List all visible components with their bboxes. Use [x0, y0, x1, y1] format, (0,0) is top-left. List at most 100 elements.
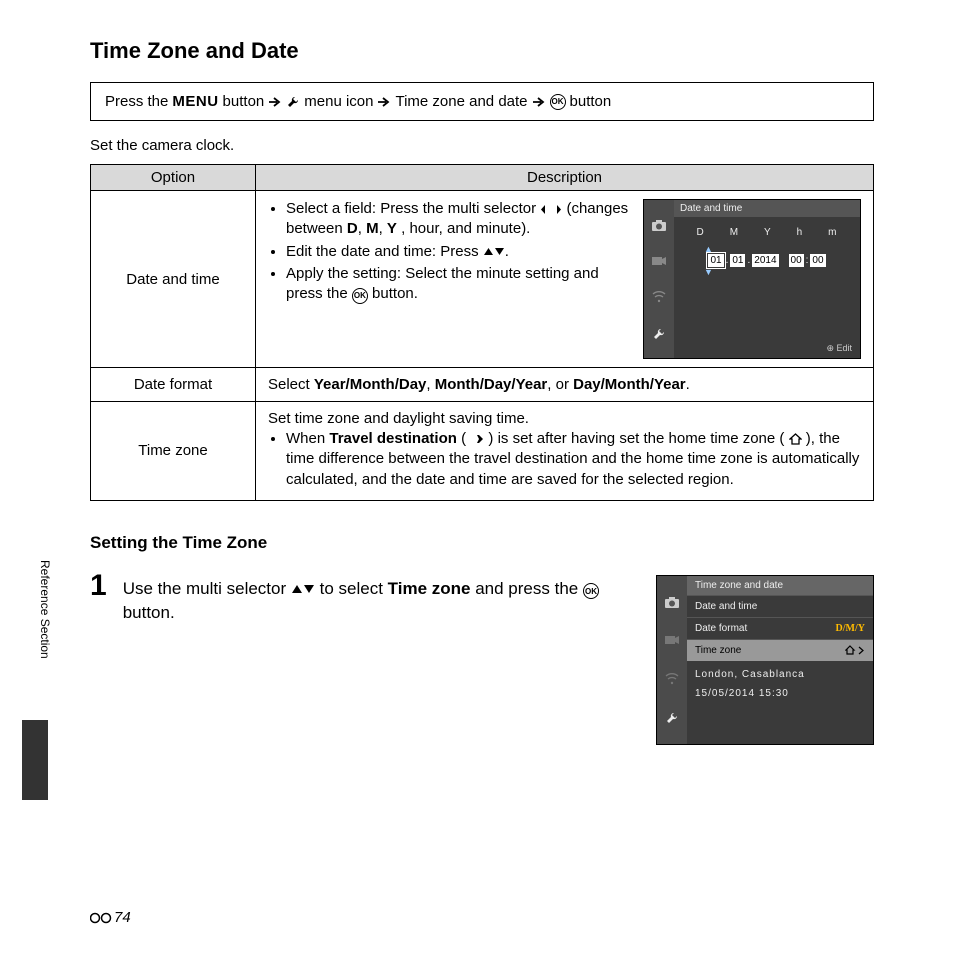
lcd-datetime: 15/05/2014 15:30	[687, 682, 873, 707]
col-option: Option	[91, 165, 256, 191]
text: .	[505, 243, 509, 260]
text: button.	[123, 603, 175, 622]
text: to select	[320, 579, 388, 598]
text: button.	[372, 285, 418, 302]
option-name: Date format	[91, 368, 256, 402]
lcd-location: London, Casablanca	[687, 661, 873, 682]
text: Set time zone and daylight saving time.	[268, 410, 861, 427]
lcd-label: M	[730, 227, 739, 238]
table-row: Date format Select Year/Month/Day, Month…	[91, 368, 874, 402]
arrow-right-icon	[268, 96, 282, 108]
wrench-icon	[652, 327, 666, 341]
lcd-val: 01	[708, 254, 723, 267]
camera-icon	[664, 595, 680, 609]
option-name: Date and time	[91, 191, 256, 368]
wifi-icon	[664, 672, 680, 686]
home-icon	[789, 433, 802, 445]
table-row: Time zone Set time zone and daylight sav…	[91, 402, 874, 501]
text: Date and time	[695, 601, 757, 612]
ok-button-icon: OK	[352, 288, 368, 304]
menu-value: D/M/Y	[836, 623, 865, 634]
page-footer: 74	[90, 909, 131, 926]
breadcrumb-text: menu icon	[304, 93, 373, 110]
left-right-icon	[540, 204, 562, 215]
page-title: Time Zone and Date	[90, 38, 874, 64]
up-down-icon	[483, 246, 505, 257]
menu-item-selected: Time zone	[687, 639, 873, 661]
lcd-label: m	[828, 227, 837, 238]
camera-icon	[651, 218, 667, 232]
text: .	[686, 376, 690, 393]
breadcrumb-prefix: Press the	[105, 93, 168, 110]
lcd-label: h	[797, 227, 804, 238]
lcd-timezone-menu: Time zone and date Date and time Date fo…	[656, 575, 874, 745]
step-1: 1 Use the multi selector to select Time …	[90, 571, 874, 745]
text: Day/Month/Year	[573, 376, 686, 393]
list-item: When Travel destination ( ) is set after…	[286, 429, 861, 490]
menu-item: Date and time	[687, 595, 873, 617]
text: Date format	[695, 623, 747, 634]
breadcrumb-text: button	[223, 93, 265, 110]
intro-text: Set the camera clock.	[90, 137, 874, 154]
text: When	[286, 430, 329, 447]
text: Use the multi selector	[123, 579, 291, 598]
wifi-icon	[651, 290, 667, 304]
lcd-label: D	[696, 227, 704, 238]
video-icon	[664, 634, 680, 646]
text: Edit the date and time: Press	[286, 243, 483, 260]
lcd-val: 00	[810, 254, 825, 267]
down-arrow-icon: ▼	[684, 267, 850, 277]
menu-button-label: MENU	[172, 93, 218, 110]
menu-item: Date format D/M/Y	[687, 617, 873, 639]
text: Time zone	[695, 645, 741, 656]
text: Year/Month/Day	[314, 376, 427, 393]
breadcrumb-item: Time zone and date	[395, 93, 527, 110]
text: , or	[547, 376, 573, 393]
up-arrow-icon: ▲	[684, 244, 850, 254]
list-item: Apply the setting: Select the minute set…	[286, 264, 629, 305]
text: ,	[379, 220, 387, 237]
wrench-icon	[286, 95, 300, 109]
side-tab	[22, 720, 48, 800]
table-row: Date and time Select a field: Press the …	[91, 191, 874, 368]
lcd-title: Time zone and date	[687, 576, 873, 595]
option-desc: Set time zone and daylight saving time. …	[256, 402, 874, 501]
lcd-val: 00	[789, 254, 804, 267]
lcd-val: 01	[730, 254, 745, 267]
lcd-val: 2014	[752, 254, 778, 267]
text: D	[347, 220, 358, 237]
lcd-edit: ⊕ Edit	[826, 343, 852, 354]
col-description: Description	[256, 165, 874, 191]
step-number: 1	[90, 571, 107, 601]
text: Apply the setting: Select the minute set…	[286, 265, 599, 302]
up-down-icon	[291, 583, 315, 595]
subheading: Setting the Time Zone	[90, 533, 874, 553]
options-table: Option Description Date and time Select …	[90, 164, 874, 501]
text: Travel destination	[329, 430, 457, 447]
plane-icon	[470, 433, 484, 445]
text: Time zone	[388, 579, 471, 598]
video-icon	[651, 255, 667, 267]
text: Edit	[836, 343, 852, 353]
text: ,	[426, 376, 434, 393]
ok-button-icon: OK	[550, 94, 566, 110]
breadcrumb-text: button	[570, 93, 612, 110]
text: M	[366, 220, 379, 237]
breadcrumb: Press the MENU button menu icon Time zon…	[90, 82, 874, 121]
reference-icon	[90, 911, 112, 925]
text: (	[461, 430, 466, 447]
text: Select	[268, 376, 314, 393]
ok-button-icon: OK	[583, 583, 599, 599]
text: , hour, and minute).	[401, 220, 530, 237]
option-name: Time zone	[91, 402, 256, 501]
lcd-date-time: Date and time D M Y h m ▲ 01.	[643, 199, 861, 359]
step-text: Use the multi selector to select Time zo…	[123, 571, 640, 625]
text: Month/Day/Year	[435, 376, 548, 393]
home-icon	[845, 645, 865, 656]
page-number: 74	[114, 909, 131, 926]
arrow-right-icon	[377, 96, 391, 108]
text: and press the	[475, 579, 583, 598]
option-desc: Select Year/Month/Day, Month/Day/Year, o…	[256, 368, 874, 402]
text: ) is set after having set the home time …	[488, 430, 784, 447]
text: ,	[358, 220, 366, 237]
